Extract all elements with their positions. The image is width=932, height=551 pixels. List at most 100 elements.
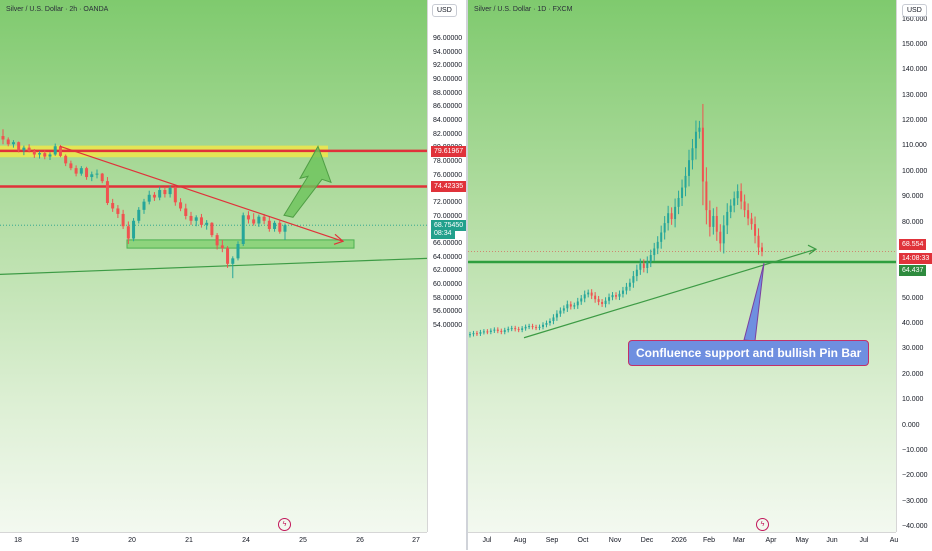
right-candle	[656, 236, 659, 255]
left-candle-body	[38, 153, 42, 155]
left-candle	[278, 220, 282, 234]
right-candle-body	[475, 333, 478, 335]
right-candle	[618, 290, 621, 301]
right-y-tick-label: 40.000	[902, 320, 924, 328]
right-candle-body	[489, 330, 492, 332]
right-plot-area[interactable]	[468, 0, 896, 532]
right-candle	[475, 330, 478, 336]
right-candle	[757, 228, 760, 255]
left-candle	[168, 185, 172, 198]
right-candle-body	[656, 241, 659, 249]
right-candle-body	[590, 292, 593, 296]
left-candle	[184, 203, 188, 220]
right-candle	[597, 295, 600, 306]
right-candle-body	[486, 331, 489, 333]
left-candle-body	[241, 215, 245, 244]
right-y-tick-label: 90.000	[902, 193, 924, 201]
right-candle	[548, 318, 551, 326]
right-candle-body	[719, 231, 722, 244]
left-candle-body	[100, 173, 104, 182]
descending-trendline-arrow	[333, 233, 345, 245]
left-candle	[262, 213, 266, 225]
left-candle	[85, 166, 89, 180]
right-chart-panel: Silver / U.S. Dollar · 1D · FXCM 160.000…	[466, 0, 932, 551]
right-candle-body	[628, 282, 631, 287]
right-candle	[559, 307, 562, 317]
right-price-tag: 64.437	[899, 264, 927, 276]
left-lightning-icon[interactable]: ϟ	[278, 518, 291, 531]
right-candle	[722, 215, 725, 254]
right-candle-body	[660, 232, 663, 242]
left-y-tick-label: 62.00000	[433, 267, 463, 275]
right-candle-body	[701, 127, 704, 182]
right-candle	[632, 271, 635, 288]
right-x-tick-label: Sep	[545, 537, 559, 544]
right-candle-body	[674, 206, 677, 220]
right-candle-body	[608, 297, 611, 301]
right-candle-body	[621, 290, 624, 294]
left-candle	[1, 129, 5, 145]
left-candle	[32, 149, 36, 158]
left-candle-body	[194, 217, 198, 221]
left-time-axis[interactable]: 18 19 20 21 24 25 26 27	[0, 532, 427, 551]
left-candle-body	[236, 244, 240, 259]
left-y-tick-label: 58.00000	[433, 294, 463, 302]
left-candle	[199, 213, 203, 228]
right-candle	[733, 191, 736, 213]
right-candle-body	[705, 181, 708, 211]
right-currency-button[interactable]: USD	[902, 4, 927, 17]
right-candle-body	[694, 131, 697, 149]
left-candle	[6, 137, 10, 147]
right-candle	[684, 167, 687, 197]
right-candle	[649, 249, 652, 268]
left-candle-body	[6, 139, 10, 145]
right-candle-body	[552, 317, 555, 322]
right-candle-body	[722, 225, 725, 244]
left-candle-body	[79, 168, 83, 174]
left-candle	[27, 144, 31, 153]
left-candle-body	[126, 226, 130, 239]
left-price-tag: 79.61967	[431, 145, 467, 157]
right-price-tag: 14:08:33	[899, 252, 932, 264]
left-candle-body	[17, 142, 21, 151]
pin-bar-callout: Confluence support and bullish Pin Bar	[628, 340, 870, 366]
left-candle-body	[53, 146, 57, 155]
right-y-tick-label: 20.000	[902, 370, 924, 378]
left-candle-body	[48, 154, 52, 157]
right-candle-body	[517, 329, 520, 331]
right-candle	[754, 216, 757, 244]
right-candle	[503, 327, 506, 335]
left-candle-body	[215, 235, 219, 246]
left-candle-body	[58, 146, 62, 156]
left-candle	[17, 141, 21, 153]
right-chart-title: Silver / U.S. Dollar · 1D · FXCM	[474, 6, 573, 13]
right-candle-body	[538, 326, 541, 328]
left-x-tick-label: 24	[242, 537, 250, 544]
right-candle	[611, 292, 614, 301]
left-currency-button[interactable]: USD	[432, 4, 457, 17]
left-candle	[116, 205, 120, 219]
left-candle-body	[43, 153, 47, 157]
left-candle-body	[231, 258, 235, 264]
left-candle-body	[226, 248, 230, 264]
right-candle-body	[594, 295, 597, 300]
right-candle	[552, 314, 555, 325]
left-price-axis[interactable]: 96.00000 94.00000 92.00000 90.00000 88.00000…	[427, 0, 467, 532]
right-candle	[482, 329, 485, 335]
left-candle-body	[179, 202, 183, 209]
left-candle-body	[199, 217, 203, 225]
left-candle	[236, 241, 240, 261]
left-candle-body	[246, 215, 250, 220]
right-time-axis[interactable]: Jul Aug Sep Oct Nov Dec 2026 Feb Mar Apr May Jun Jul…	[468, 532, 898, 551]
left-candle	[38, 151, 42, 159]
right-candle-body	[528, 326, 531, 328]
right-candle	[576, 297, 579, 309]
right-lightning-icon[interactable]: ϟ	[756, 518, 769, 531]
right-price-axis[interactable]: 160.000 150.000 140.000 130.000 120.000 110.0…	[896, 0, 932, 532]
left-candle	[74, 165, 78, 177]
right-x-tick-label: Jul	[482, 537, 492, 544]
right-candle-body	[740, 191, 743, 202]
right-candle-body	[625, 286, 628, 291]
left-candle	[11, 140, 15, 148]
right-candle-body	[733, 198, 736, 206]
